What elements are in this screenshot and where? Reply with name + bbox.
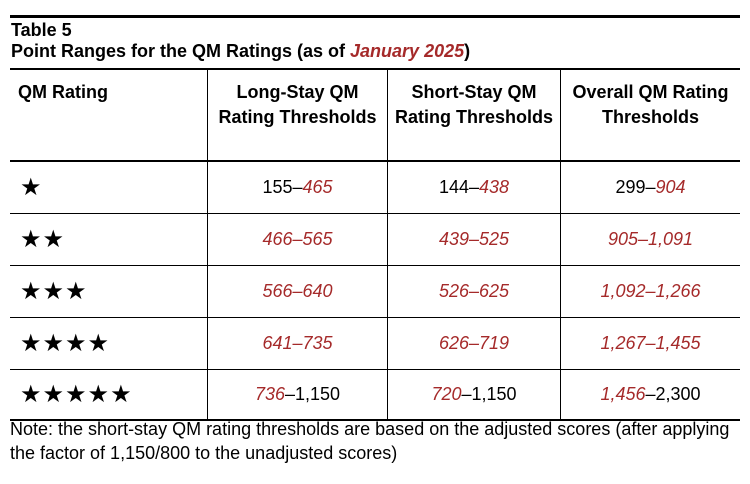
threshold-cell-long: 155–465 [208, 162, 388, 213]
threshold-cell-overall: 905–1,091 [561, 214, 740, 265]
threshold-cell-overall: 1,092–1,266 [561, 266, 740, 317]
range-end: 640 [302, 281, 333, 301]
range-separator: – [468, 281, 479, 301]
qm-thresholds-table: QM Rating Long-Stay QM Rating Thresholds… [10, 68, 740, 421]
range-start: 720 [431, 384, 462, 404]
range-end: 1,266 [655, 281, 701, 301]
table-row: ★★ 466–565 439–525 905–1,091 [10, 214, 740, 266]
range-end: 1,150 [471, 384, 517, 404]
range-separator: – [645, 333, 656, 353]
threshold-cell-long: 566–640 [208, 266, 388, 317]
header-long-stay: Long-Stay QM Rating Thresholds [208, 70, 388, 160]
range-start: 566 [262, 281, 293, 301]
range-end: 735 [302, 333, 333, 353]
range-start: 439 [438, 229, 469, 249]
range-separator: – [468, 229, 479, 249]
range-end: 625 [479, 281, 510, 301]
range-start: 466 [262, 229, 293, 249]
range-end: 1,455 [655, 333, 701, 353]
title-prefix: Point Ranges for the QM Ratings (as of [11, 41, 351, 61]
range-end: 465 [302, 177, 333, 197]
threshold-cell-short: 526–625 [388, 266, 561, 317]
range-start: 526 [438, 281, 469, 301]
range-start: 144 [438, 177, 469, 197]
range-separator: – [292, 281, 303, 301]
range-separator: – [637, 229, 648, 249]
range-start: 905 [607, 229, 638, 249]
range-start: 626 [438, 333, 469, 353]
range-separator: – [292, 333, 303, 353]
threshold-cell-short: 720–1,150 [388, 370, 561, 419]
range-separator: – [292, 177, 303, 197]
range-end: 565 [302, 229, 333, 249]
threshold-cell-long: 736–1,150 [208, 370, 388, 419]
threshold-cell-overall: 1,456–2,300 [561, 370, 740, 419]
table-row: ★ 155–465 144–438 299–904 [10, 162, 740, 214]
top-rule [10, 15, 740, 18]
range-separator: – [468, 177, 479, 197]
range-start: 736 [254, 384, 285, 404]
threshold-cell-short: 626–719 [388, 318, 561, 369]
star-rating-icon: ★★★★★ [10, 370, 208, 419]
header-short-stay: Short-Stay QM Rating Thresholds [388, 70, 561, 160]
header-overall: Overall QM Rating Thresholds [572, 82, 729, 127]
star-rating-icon: ★★ [10, 214, 208, 265]
title-date: January 2025 [350, 41, 465, 61]
threshold-cell-long: 641–735 [208, 318, 388, 369]
table-caption: Table 5 Point Ranges for the QM Ratings … [11, 20, 741, 62]
table-note: Note: the short-stay QM rating threshold… [10, 419, 730, 463]
range-separator: – [468, 333, 479, 353]
star-rating-icon: ★★★★ [10, 318, 208, 369]
range-end: 1,091 [648, 229, 694, 249]
range-end: 719 [479, 333, 510, 353]
threshold-cell-short: 439–525 [388, 214, 561, 265]
threshold-cell-overall: 299–904 [561, 162, 740, 213]
range-separator: – [284, 384, 295, 404]
star-rating-icon: ★ [10, 162, 208, 213]
threshold-cell-long: 466–565 [208, 214, 388, 265]
range-separator: – [645, 281, 656, 301]
table-header-row: QM Rating Long-Stay QM Rating Thresholds… [10, 70, 740, 162]
table-row: ★★★★★ 736–1,150 720–1,150 1,456–2,300 [10, 370, 740, 421]
range-start: 1,092 [600, 281, 646, 301]
table-title: Point Ranges for the QM Ratings (as of J… [11, 41, 741, 62]
range-end: 2,300 [655, 384, 701, 404]
range-start: 641 [262, 333, 293, 353]
range-end: 525 [479, 229, 510, 249]
table-row: ★★★ 566–640 526–625 1,092–1,266 [10, 266, 740, 318]
range-start: 1,267 [600, 333, 646, 353]
star-rating-icon: ★★★ [10, 266, 208, 317]
range-separator: – [645, 384, 656, 404]
table-body: ★ 155–465 144–438 299–904 ★★ 466–565 439–525 90… [10, 162, 740, 421]
header-qm-rating: QM Rating [10, 70, 208, 160]
range-start: 155 [262, 177, 293, 197]
title-suffix: ) [464, 41, 471, 61]
range-end: 1,150 [295, 384, 341, 404]
range-separator: – [292, 229, 303, 249]
table-label: Table 5 [11, 20, 72, 40]
threshold-cell-overall: 1,267–1,455 [561, 318, 740, 369]
range-end: 438 [479, 177, 510, 197]
range-separator: – [645, 177, 656, 197]
range-separator: – [461, 384, 472, 404]
range-end: 904 [655, 177, 686, 197]
table-row: ★★★★ 641–735 626–719 1,267–1,455 [10, 318, 740, 370]
range-start: 299 [615, 177, 646, 197]
range-start: 1,456 [600, 384, 646, 404]
threshold-cell-short: 144–438 [388, 162, 561, 213]
